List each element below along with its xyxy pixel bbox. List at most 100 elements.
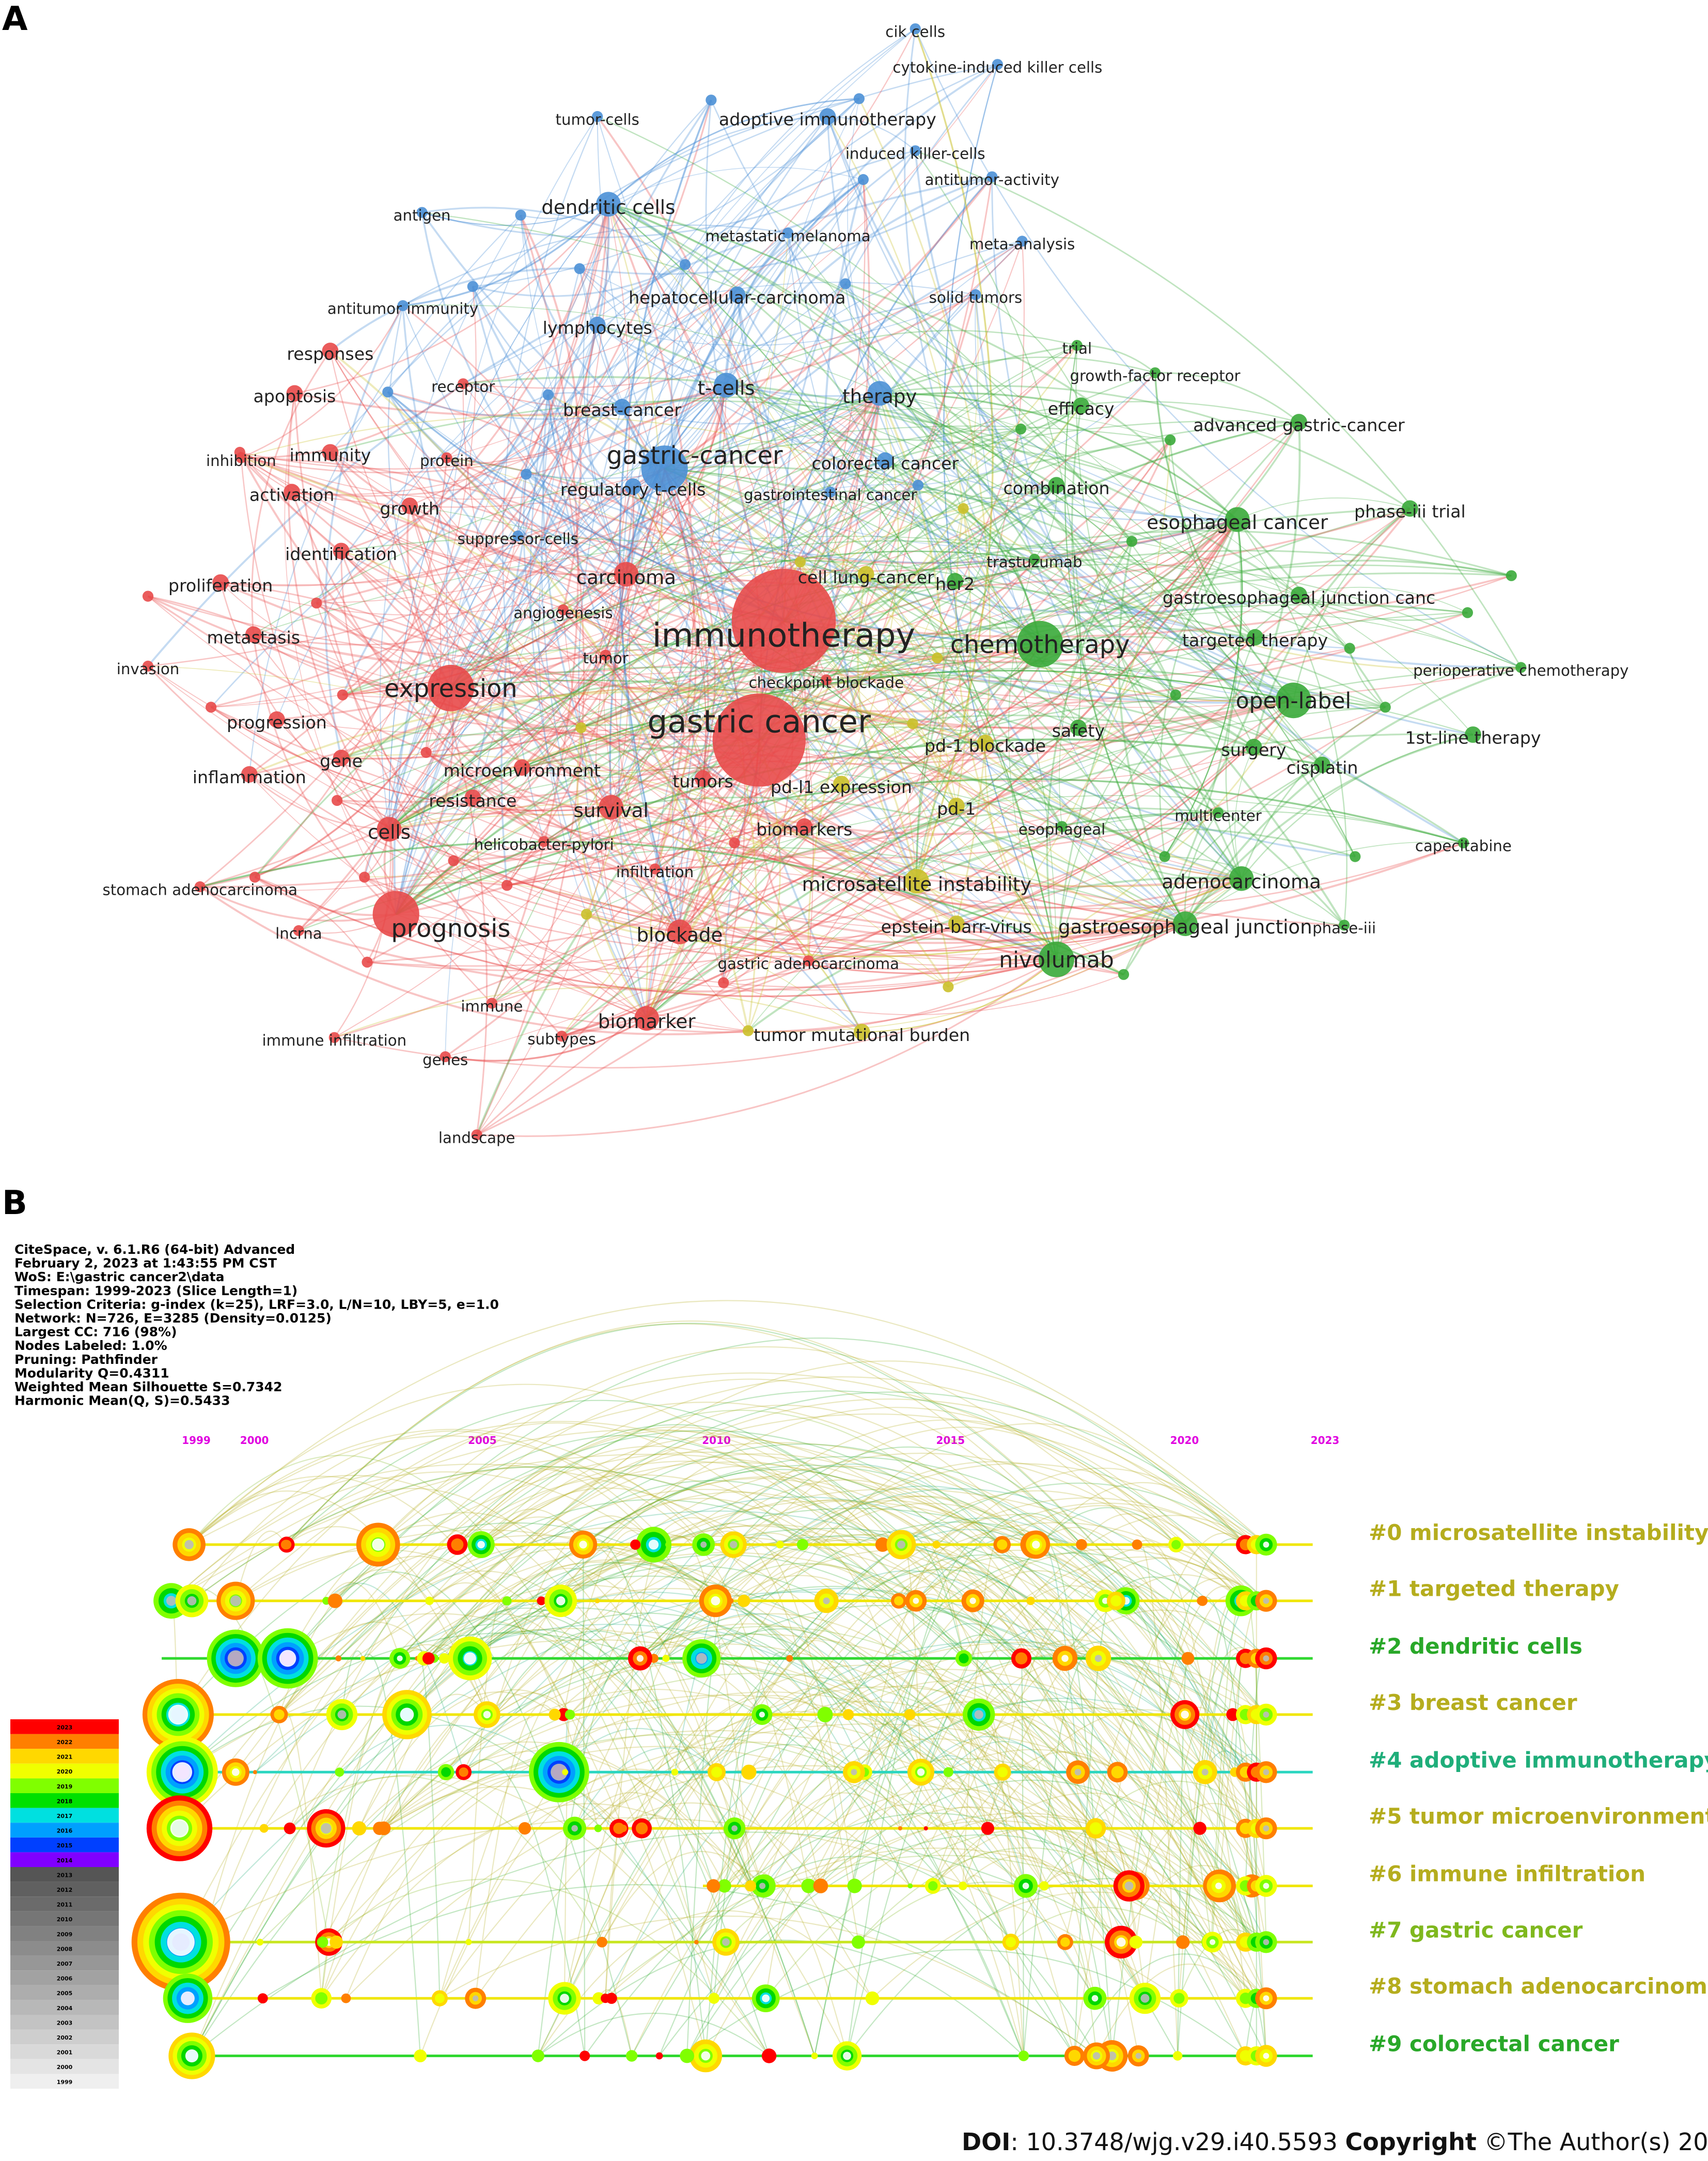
timeline-node-core — [759, 1883, 766, 1889]
timeline-arc — [653, 1447, 1082, 1659]
timeline-arc — [565, 1523, 780, 1773]
node-helicobacter-pylori — [538, 836, 550, 847]
legend-swatch-2022 — [10, 1734, 119, 1749]
timeline-node — [1170, 1700, 1200, 1729]
timeline-node-ring — [928, 1881, 938, 1891]
network-edge — [396, 574, 627, 915]
timeline-arc — [179, 1376, 1246, 1829]
timeline-node-core — [1263, 1597, 1270, 1604]
node-microenvironment — [513, 759, 530, 776]
network-edge — [472, 797, 612, 816]
network-edge — [402, 224, 788, 306]
network-edge — [406, 505, 452, 689]
timeline-node-ring — [671, 1768, 679, 1776]
legend-swatch-2003 — [10, 2015, 119, 2030]
timeline-node — [1255, 2045, 1277, 2067]
node-immune — [486, 998, 498, 1009]
year-label-2020: 2020 — [1170, 1434, 1199, 1447]
network-node — [729, 837, 740, 849]
network-edge — [654, 644, 1041, 869]
network-edge — [608, 204, 1256, 638]
timeline-node — [1255, 1647, 1277, 1670]
network-edge — [220, 581, 1041, 692]
network-edge — [502, 116, 598, 842]
network-edge — [500, 99, 712, 885]
network-edge — [330, 452, 626, 576]
legend-year-2002: 2002 — [57, 2034, 73, 2041]
timeline-node-core — [1181, 1711, 1189, 1719]
network-edge — [410, 505, 1186, 924]
timeline-arc — [191, 1431, 669, 1602]
timeline-node — [811, 2053, 818, 2059]
network-edge — [241, 457, 1522, 703]
network-edge — [147, 595, 1242, 888]
timeline-node — [257, 1993, 268, 2004]
node-t-cells — [714, 372, 739, 398]
network-edge — [1040, 635, 1386, 708]
label-solid-tumors: solid tumors — [929, 289, 1023, 306]
label-receptor: receptor — [431, 378, 495, 396]
network-edge — [220, 582, 451, 689]
timeline-node-ring — [852, 1935, 865, 1949]
timeline-node — [619, 1825, 627, 1832]
network-edge — [472, 469, 665, 798]
network-edge — [723, 519, 1238, 983]
network-edge — [239, 451, 1512, 638]
network-edge — [608, 204, 1057, 960]
network-edge — [446, 457, 1242, 879]
timeline-node — [1172, 2051, 1183, 2061]
network-edge — [1241, 706, 1386, 879]
network-edge — [725, 64, 998, 386]
timeline-arc — [824, 1649, 1233, 1715]
network-edge — [240, 384, 727, 470]
timeline-arc — [936, 1514, 1188, 1659]
timeline-arc — [1030, 1585, 1257, 1886]
timeline-node — [259, 1824, 269, 1833]
timeline-node-core — [279, 1650, 296, 1667]
timeline-node-core — [184, 1540, 194, 1549]
network-edge — [221, 393, 880, 586]
network-edge — [148, 665, 949, 987]
legend-swatch-2001 — [10, 2044, 119, 2059]
network-edge — [341, 394, 549, 552]
timeline-arc — [743, 1502, 1267, 1829]
timeline-node-ring — [717, 1879, 731, 1893]
timeline-arc — [858, 1882, 1122, 1943]
timeline-node-core — [1263, 1655, 1270, 1662]
timeline-node-ring — [280, 1540, 291, 1550]
timeline-arc — [457, 1430, 883, 1545]
network-edge — [253, 573, 627, 646]
timeline-arc — [779, 1500, 1267, 1999]
timeline-arc — [583, 1476, 1220, 1887]
timeline-arc — [189, 1435, 704, 1545]
timeline-arc — [278, 1709, 322, 1999]
network-edge — [1040, 611, 1522, 668]
node-identification — [333, 542, 350, 559]
network-edge — [918, 372, 1156, 486]
timeline-node-ring — [1006, 1937, 1016, 1948]
cluster-label-3: #3 breast cancer — [1369, 1690, 1577, 1715]
network-edge — [292, 407, 623, 495]
network-node — [912, 479, 924, 491]
network-edge — [249, 774, 748, 1031]
legend-swatch-2013 — [10, 1867, 119, 1882]
network-edge — [291, 393, 880, 508]
network-edge — [664, 392, 1082, 470]
timeline-arc — [475, 1669, 1205, 1999]
network-edge — [421, 179, 864, 239]
label-gastroesophageal-junction: gastroesophageal junction — [1058, 916, 1312, 938]
timeline-node-ring — [441, 1767, 451, 1777]
network-edge — [340, 550, 451, 689]
network-edge — [766, 98, 860, 621]
timeline-arc — [444, 1630, 752, 1886]
network-edge — [581, 550, 1512, 729]
timeline-node-ring — [680, 2048, 695, 2063]
network-edge — [948, 699, 1294, 988]
timeline-arc — [789, 1569, 1252, 1942]
timeline-node — [352, 1821, 367, 1836]
cluster-label-6: #6 immune infiltration — [1369, 1861, 1646, 1887]
network-edge — [520, 215, 623, 408]
network-node — [958, 503, 969, 514]
timeline-node — [569, 1530, 598, 1559]
network-edge — [446, 204, 609, 458]
